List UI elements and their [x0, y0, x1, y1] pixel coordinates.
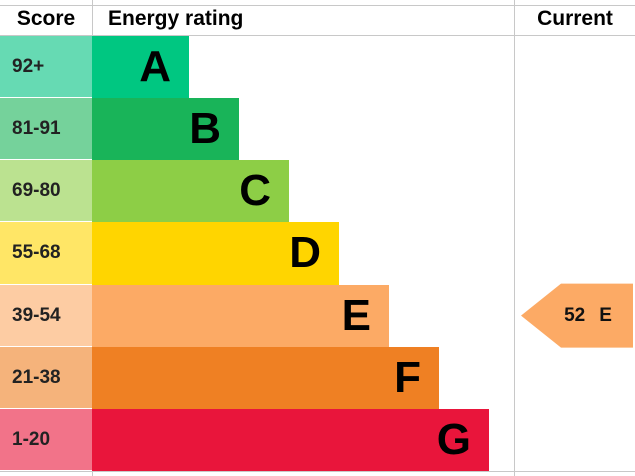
band-letter-f: F — [394, 352, 421, 402]
current-score: 52 — [564, 304, 586, 326]
band-letter-b: B — [189, 104, 221, 154]
band-letter-c: C — [239, 166, 271, 216]
score-range-b: 81-91 — [0, 98, 92, 161]
band-bar-a: A — [92, 36, 189, 99]
bottom-divider — [0, 471, 635, 472]
current-rating-label: 52 E — [543, 284, 633, 348]
score-range-c: 69-80 — [0, 160, 92, 223]
current-divider — [514, 0, 515, 476]
band-bar-d: D — [92, 222, 339, 285]
energy-rating-column-header: Energy rating — [108, 7, 244, 30]
score-range-d: 55-68 — [0, 222, 92, 285]
score-column-header: Score — [16, 7, 76, 30]
row-separator — [0, 97, 92, 99]
row-separator — [0, 159, 92, 161]
current-column-header: Current — [537, 7, 613, 30]
band-bar-e: E — [92, 284, 389, 347]
score-range-g: 1-20 — [0, 408, 92, 471]
row-separator — [0, 283, 92, 285]
band-letter-d: D — [289, 228, 321, 278]
band-letter-g: G — [436, 414, 471, 464]
row-separator — [0, 469, 92, 471]
current-arrow-shape — [521, 283, 633, 348]
score-range-e: 39-54 — [0, 284, 92, 347]
band-letter-a: A — [139, 42, 171, 92]
band-bar-f: F — [92, 346, 439, 409]
top-border — [0, 5, 635, 6]
band-bar-g: G — [92, 408, 489, 471]
score-range-a: 92+ — [0, 36, 92, 99]
header-divider — [0, 35, 635, 36]
band-bar-c: C — [92, 160, 289, 223]
row-separator — [0, 221, 92, 223]
score-range-f: 21-38 — [0, 346, 92, 409]
current-band: E — [599, 304, 612, 326]
row-separator — [0, 407, 92, 409]
band-bar-b: B — [92, 98, 239, 161]
band-letter-e: E — [341, 290, 371, 340]
row-separator — [0, 345, 92, 347]
